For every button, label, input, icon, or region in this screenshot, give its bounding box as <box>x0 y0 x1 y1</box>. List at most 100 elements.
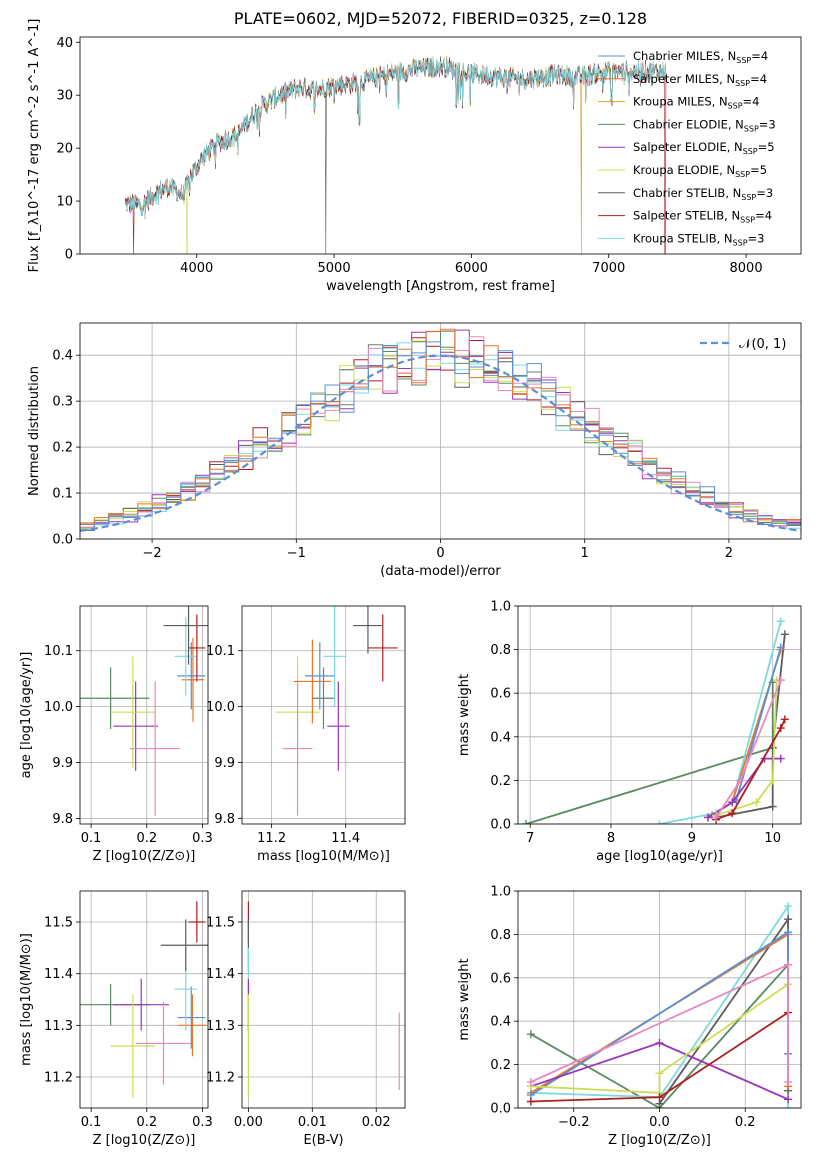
error-bar-point <box>188 901 206 943</box>
plus-marker <box>784 928 793 937</box>
age-vs-mass-panel: 11.2 11.4 9.8 9.9 10.0 10.1 mass [log10(M/M⊙)] <box>206 605 406 864</box>
x-tick-label: 11.2 <box>257 831 286 846</box>
plus-marker <box>780 715 789 724</box>
legend-label: Kroupa STELIB, NSSP=3 <box>633 231 764 247</box>
x-tick-label: 8 <box>607 831 615 846</box>
x-axis-label: E(B-V) <box>303 1133 343 1148</box>
error-bar-point <box>282 681 313 816</box>
error-bar-point <box>293 639 331 724</box>
x-tick-label: 2 <box>725 546 733 561</box>
x-axis-label: mass [log10(M/M⊙)] <box>257 849 390 864</box>
y-tick-label: 9.8 <box>52 812 73 827</box>
y-tick-label: 0.0 <box>52 533 73 548</box>
x-axis-label: age [log10(age/yr)] <box>596 849 723 864</box>
y-tick-label: 1.0 <box>490 600 511 615</box>
y-tick-label: 0 <box>65 248 73 263</box>
legend-label: Salpeter STELIB, NSSP=4 <box>633 209 772 225</box>
y-tick-label: 11.5 <box>206 916 235 931</box>
error-bar-point <box>327 681 350 771</box>
y-axis-label: Normed distribution <box>27 366 42 496</box>
plus-marker <box>752 798 761 807</box>
y-tick-label: 11.4 <box>206 967 235 982</box>
y-tick-label: 0.1 <box>52 487 73 502</box>
x-tick-label: 0.01 <box>298 1115 327 1130</box>
plus-marker <box>655 820 664 824</box>
plot-area <box>80 606 208 816</box>
plot-area <box>80 328 801 532</box>
y-tick-label: 0.8 <box>490 928 511 943</box>
x-axis-label: (data-model)/error <box>380 564 501 579</box>
y-tick-label: 10.0 <box>206 700 235 715</box>
axes-frame <box>79 605 209 825</box>
plot-area <box>526 902 793 1108</box>
x-tick-label: 0.1 <box>81 831 102 846</box>
x-tick-label: 0 <box>436 546 444 561</box>
axes-frame <box>241 890 406 1109</box>
weight-series-line <box>707 757 781 819</box>
y-tick-label: 10.1 <box>206 644 235 659</box>
plus-marker <box>784 915 793 924</box>
plus-marker <box>768 802 777 811</box>
x-axis-label: Z [log10(Z/Z⊙)] <box>608 1133 711 1148</box>
y-tick-label: 1.0 <box>490 885 511 900</box>
y-axis-label: Flux [f_λ10^-17 erg cm^-2 s^-1 A^-1] <box>27 19 42 273</box>
x-tick-label: 7 <box>526 831 534 846</box>
plus-marker <box>776 754 785 763</box>
x-tick-label: 4000 <box>180 261 213 276</box>
x-tick-label: 1 <box>581 546 589 561</box>
normal-curve <box>80 354 801 532</box>
y-tick-label: 0.4 <box>490 730 511 745</box>
legend-label: Chabrier MILES, NSSP=4 <box>633 49 768 65</box>
y-tick-label: 9.9 <box>214 756 235 771</box>
plus-marker <box>768 776 777 785</box>
plot-area <box>125 55 667 254</box>
plus-marker <box>522 820 531 824</box>
y-tick-label: 0.2 <box>490 774 511 789</box>
plot-area <box>80 901 208 1098</box>
error-bar-point <box>367 614 398 682</box>
histogram-steps <box>80 330 801 529</box>
y-axis-label: mass [log10(M/M⊙)] <box>19 933 34 1066</box>
y-tick-label: 11.5 <box>44 916 73 931</box>
error-bar-point <box>135 1002 192 1085</box>
x-tick-label: 0.1 <box>81 1115 102 1130</box>
y-tick-label: 9.9 <box>52 756 73 771</box>
y-axis-label: mass weight <box>457 674 472 756</box>
spectrum-panel: 4000 5000 6000 7000 8000 0 10 20 30 40 wavelength … <box>27 9 802 294</box>
error-bar-point <box>80 667 150 729</box>
y-axis-label: mass weight <box>457 958 472 1040</box>
plus-marker <box>784 960 793 969</box>
mass-vs-ebv-panel: 0.00 0.01 0.02 11.2 11.3 11.4 11.5 E(B-V) <box>206 890 406 1148</box>
plus-marker <box>704 813 713 822</box>
y-tick-label: 11.3 <box>44 1019 73 1034</box>
plus-marker <box>784 902 793 911</box>
error-bar-point <box>130 681 181 816</box>
plus-marker <box>728 809 737 818</box>
y-tick-label: 20 <box>56 142 73 157</box>
axes-frame <box>79 36 802 255</box>
error-bar-point <box>163 606 208 665</box>
x-tick-label: 7000 <box>592 261 625 276</box>
plus-marker <box>526 1097 535 1106</box>
plot-area <box>247 901 400 1098</box>
x-tick-label: 10 <box>764 831 781 846</box>
y-tick-label: 9.8 <box>214 812 235 827</box>
x-tick-label: 0.2 <box>735 1115 756 1130</box>
y-tick-label: 0.4 <box>52 349 73 364</box>
x-tick-label: −0.2 <box>558 1115 590 1130</box>
error-bar-point <box>312 667 335 729</box>
error-bar-point <box>353 606 383 654</box>
histogram-steps <box>80 341 801 531</box>
x-tick-label: 0.3 <box>192 1115 213 1130</box>
plus-marker <box>655 1038 664 1047</box>
histogram-steps <box>80 328 801 524</box>
y-tick-label: 11.3 <box>206 1019 235 1034</box>
x-tick-label: 0.0 <box>649 1115 670 1130</box>
y-tick-label: 0.3 <box>52 395 73 410</box>
mass-weight-vs-Z-panel: −0.2 0.0 0.2 0.0 0.2 0.4 0.6 0.8 1.0 Z [log10(Z/Z… <box>457 885 802 1148</box>
chart-title: PLATE=0602, MJD=52072, FIBERID=0325, z=0… <box>234 9 647 28</box>
y-tick-label: 30 <box>56 89 73 104</box>
y-tick-label: 10 <box>56 195 73 210</box>
legend-label: Chabrier ELODIE, NSSP=3 <box>633 117 776 133</box>
histogram-steps <box>80 336 801 528</box>
